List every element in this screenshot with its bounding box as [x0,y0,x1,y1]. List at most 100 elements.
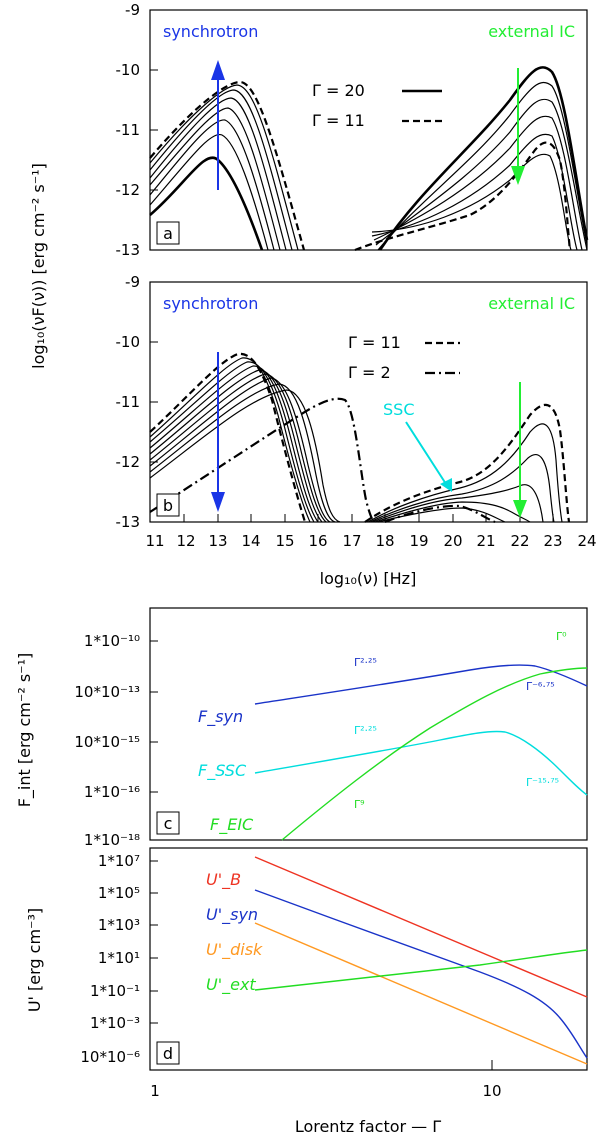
panel-a-curve-sync-7 [149,84,299,251]
panel-a-curve-ic-6 [371,153,572,251]
panel-d-y-axis-label: U' [erg cm⁻³] [25,908,44,1012]
panel-a-ytick-2: -11 [116,121,141,139]
panel-b-curve-sync-8 [149,383,336,523]
panel-b-arrows [211,352,527,518]
panel-d-label-usyn: U'_syn [206,905,258,925]
panel-b-curve-sync-2 [149,357,311,523]
panel-c-label-fssc: F_SSC [198,761,247,781]
bottom-x-axis-label: Lorentz factor — Γ [295,1117,441,1136]
panel-c-label-feic: F_EIC [210,815,254,835]
panel-c-curves [254,664,588,841]
panel-d-label-ub: U'_B [206,870,241,890]
panel-b-x-tick-labels: 11 12 13 14 15 16 17 18 19 20 21 22 23 2… [145,532,596,550]
panel-d-curve-usyn [254,889,588,1059]
panel-b-curve-g11-ic [364,403,571,523]
panel-a-synchrotron-label: synchrotron [163,22,258,41]
panel-b-curve-ic-3 [369,453,555,523]
panel-c-slope-eic-flat: Γ⁰ [556,630,567,643]
panel-c-letter-box [156,811,180,835]
xtick-18: 18 [375,532,394,550]
panel-b-green-arrow-head [513,500,527,518]
xtick-11: 11 [145,532,164,550]
panel-c-y-axis-label: F_int [erg cm⁻² s⁻¹] [15,653,35,808]
panel-b: -9 -10 -11 -12 -13 11 12 13 14 15 16 17 … [116,273,597,550]
xtick-20: 20 [443,532,462,550]
panel-c-slope-syn-rise: Γ²·²⁵ [354,656,377,669]
panel-a-arrows [211,60,525,190]
panel-b-external-ic-label: external IC [488,294,575,313]
panel-a-curve-g11-ic [354,141,572,252]
panel-b-curve-ic-2 [367,423,563,523]
panel-a-ytick-4: -13 [116,241,141,259]
xtick-23: 23 [543,532,562,550]
panel-c-ytick-3: 1*10⁻¹⁶ [84,783,140,801]
panel-a-curve-sync-3 [149,119,275,251]
panel-c: 1*10⁻¹⁰ 10*10⁻¹³ 10*10⁻¹⁵ 1*10⁻¹⁶ 1*10⁻¹… [15,607,588,849]
panel-b-ssc-pointer [405,421,447,485]
panel-a-curve-ic-2 [377,81,588,251]
panel-d-ytick-0: 1*10⁷ [98,852,140,870]
xtick-17: 17 [342,532,361,550]
panel-b-curves [149,352,571,524]
panel-a-curves [149,66,589,252]
panel-c-ytick-0: 1*10⁻¹⁰ [84,632,140,650]
panel-c-slopes: Γ²·²⁵ Γ⁻⁶·⁷⁵ Γ²·²⁵ Γ⁻¹⁵·⁷⁵ Γ⁹ Γ⁰ [354,630,567,811]
panel-d-label-uext: U'_ext [206,975,256,995]
panel-c-curve-fssc [254,730,588,796]
panel-c-letter: c [164,814,173,833]
panel-b-curve-g2-sync [149,397,375,523]
panel-b-y-ticks: -9 -10 -11 -12 -13 [116,273,158,531]
panel-a-curve-sync-6 [149,89,293,251]
panel-d-curve-ub [254,856,588,998]
panel-b-letter: b [163,496,173,515]
xtick-12: 12 [176,532,195,550]
panel-c-slope-ssc-fall: Γ⁻¹⁵·⁷⁵ [526,776,559,789]
panel-b-curve-g2-ic [384,504,496,524]
xtick-21: 21 [476,532,495,550]
panel-c-slope-syn-fall: Γ⁻⁶·⁷⁵ [526,680,555,693]
panel-b-curve-ic-5 [374,501,531,523]
panel-a-curve-ic-3 [375,98,588,251]
panel-d-ytick-2: 1*10³ [98,916,140,934]
panel-c-ytick-4: 1*10⁻¹⁸ [84,831,140,849]
panel-a-curve-sync-4 [149,107,281,251]
panel-b-ytick-4: -13 [116,513,141,531]
xtick-16: 16 [308,532,327,550]
panel-b-ytick-0: -9 [125,273,140,291]
panel-d-ytick-5: 1*10⁻³ [90,1014,140,1032]
panel-a: -9 -10 -11 -12 -13 [116,1,589,259]
panel-a-down-arrow-head [511,166,525,185]
panel-a-frame [149,9,588,251]
panel-b-letter-box [156,493,180,517]
panel-b-ytick-3: -12 [116,453,141,471]
panel-b-frame [149,281,588,523]
panel-a-ytick-3: -12 [116,181,141,199]
xtick-19: 19 [409,532,428,550]
xtick-24: 24 [577,532,596,550]
panel-d-curve-uext [254,949,588,991]
panel-b-curve-ic-4 [371,484,544,523]
panel-b-curve-g11-sync [149,352,307,523]
panel-a-y-ticks: -9 -10 -11 -12 -13 [116,1,158,259]
panel-a-curve-ic-5 [371,133,578,251]
xtick-13: 13 [208,532,227,550]
panel-d-frame [149,847,588,1071]
panel-b-curve-sync-9 [149,389,341,523]
panel-c-slope-ssc-rise: Γ²·²⁵ [354,724,377,737]
panel-b-ytick-2: -11 [116,393,141,411]
panel-a-legend-0-label: Γ = 20 [312,81,365,100]
panel-a-ytick-1: -10 [116,61,141,79]
panel-a-ytick-0: -9 [125,1,140,19]
panel-b-synchrotron-label: synchrotron [163,294,258,313]
panel-b-curve-sync-7 [149,377,331,523]
panel-d-y-ticks: 1*10⁷ 1*10⁵ 1*10³ 1*10¹ 1*10⁻¹ 1*10⁻³ 10… [80,852,158,1066]
panel-b-curve-sync-3 [149,361,315,523]
panel-d-label-udisk: U'_disk [206,940,263,960]
xtick-15: 15 [275,532,294,550]
panel-d-curve-udisk [254,922,588,1065]
panel-a-legend-1-label: Γ = 11 [312,111,365,130]
bottom-xtick-1: 1 [150,1082,160,1100]
panel-b-ytick-1: -10 [116,333,141,351]
panel-d-ytick-6: 10*10⁻⁶ [80,1048,140,1066]
